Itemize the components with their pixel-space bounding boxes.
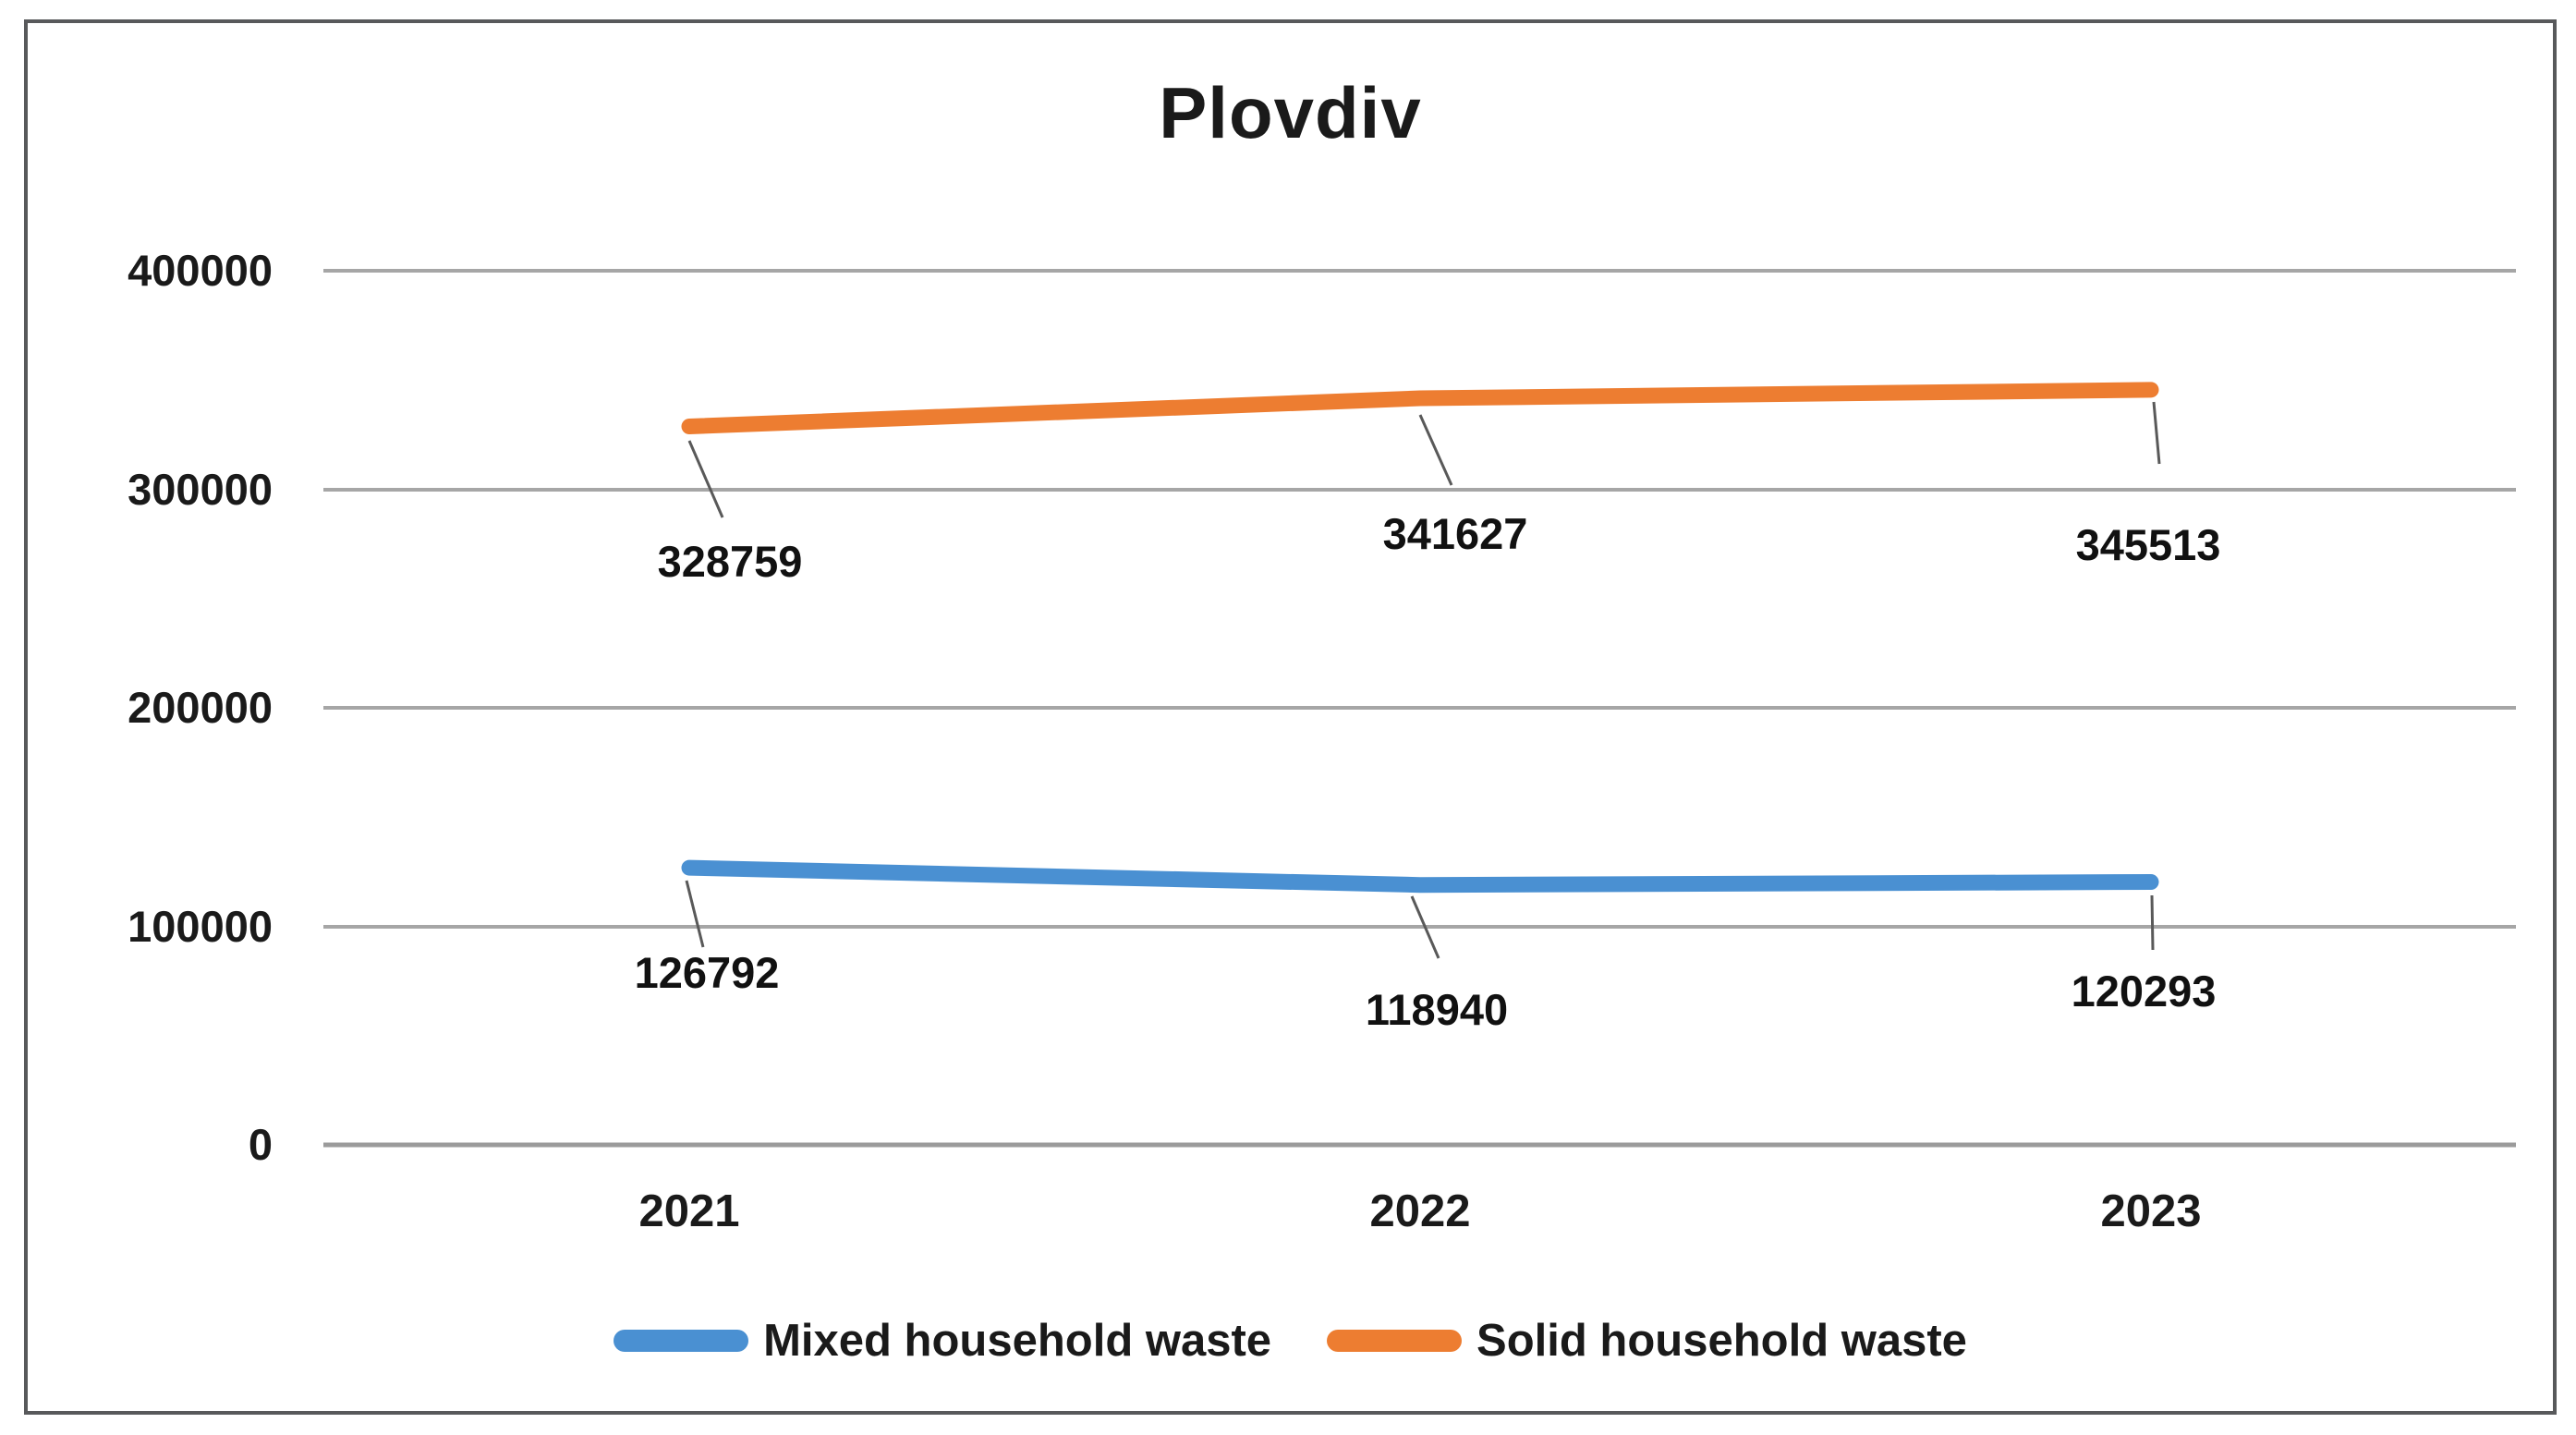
series-line-mixed-household-waste <box>681 859 2159 894</box>
series-line-solid-household-waste <box>681 382 2159 434</box>
y-axis-tick-label: 200000 <box>128 683 273 732</box>
y-axis-tick-label: 0 <box>248 1120 273 1169</box>
legend: Mixed household waste Solid household wa… <box>28 1315 2553 1367</box>
y-axis-tick-label: 100000 <box>128 902 273 951</box>
x-axis-label: 2023 <box>2100 1186 2202 1236</box>
data-label-solid-2021: 328759 <box>657 537 803 586</box>
legend-item-solid-household-waste: Solid household waste <box>1327 1315 1967 1367</box>
chart-frame: Plovdiv 400000 300000 200000 100000 0 2 <box>24 19 2557 1415</box>
legend-item-mixed-household-waste: Mixed household waste <box>614 1315 1271 1367</box>
leader-line-mixed-2023 <box>2150 894 2155 951</box>
legend-label: Solid household waste <box>1476 1316 1967 1366</box>
chart-title: Plovdiv <box>1159 72 1422 153</box>
leader-line-mixed-2021 <box>685 880 705 948</box>
data-label-mixed-2023: 120293 <box>2071 967 2217 1015</box>
plot-area <box>323 269 2516 1148</box>
leader-line-solid-2022 <box>1418 414 1453 486</box>
leader-line-solid-2023 <box>2152 401 2161 465</box>
data-label-solid-2023: 345513 <box>2075 520 2221 569</box>
leader-line-mixed-2022 <box>1410 895 1440 959</box>
x-axis-label: 2022 <box>1369 1186 1471 1236</box>
y-axis-tick-label: 400000 <box>128 246 273 295</box>
legend-label: Mixed household waste <box>763 1316 1272 1366</box>
data-label-mixed-2021: 126792 <box>634 948 780 997</box>
y-axis-tick-label: 300000 <box>128 465 273 514</box>
x-axis-label: 2021 <box>638 1186 740 1236</box>
leader-line-solid-2021 <box>687 440 724 518</box>
legend-swatch-solid-icon <box>1327 1330 1463 1352</box>
legend-swatch-mixed-icon <box>614 1330 749 1352</box>
data-label-solid-2022: 341627 <box>1382 509 1528 558</box>
data-label-mixed-2022: 118940 <box>1365 985 1509 1034</box>
